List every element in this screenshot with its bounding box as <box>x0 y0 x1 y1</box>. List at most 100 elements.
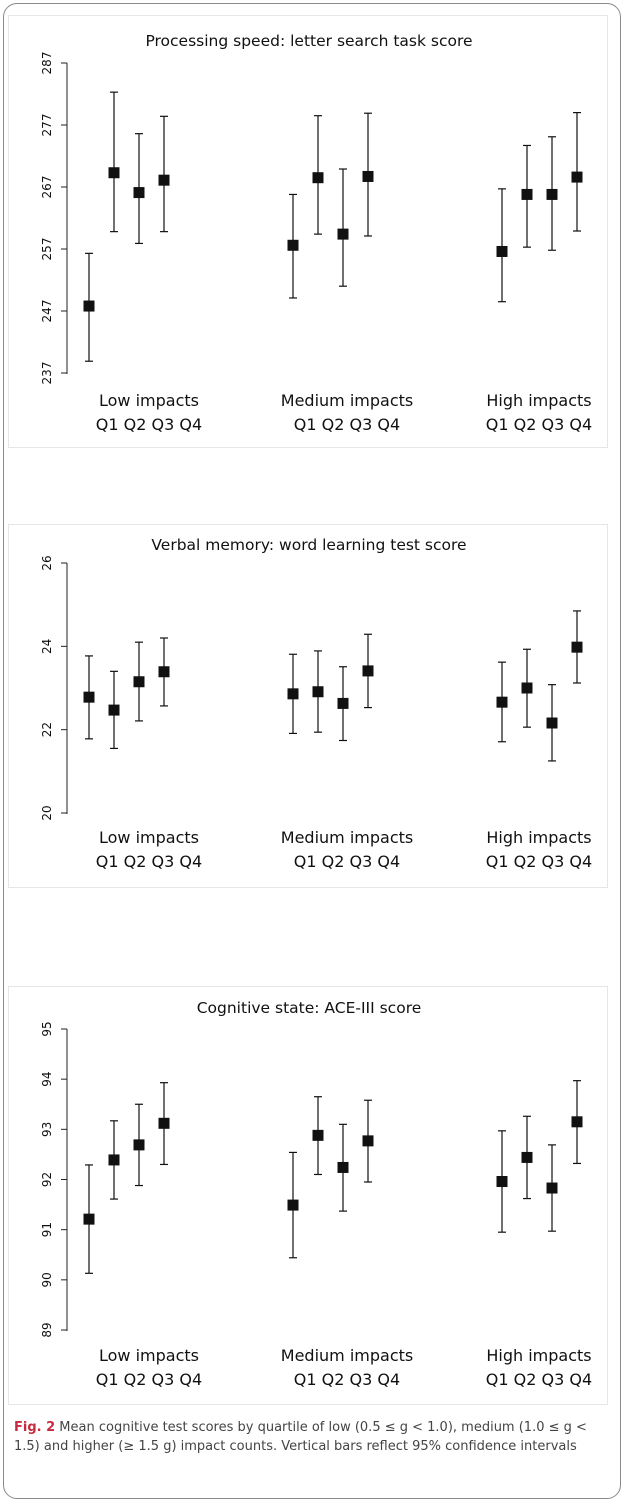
y-tick-label: 257 <box>40 238 54 261</box>
chart-title: Processing speed: letter search task sco… <box>145 32 473 50</box>
quartile-label-q2: Q2 <box>123 852 147 871</box>
data-point <box>108 670 120 750</box>
y-tick-label: 26 <box>40 555 54 570</box>
mean-marker <box>571 641 583 653</box>
quartile-label-q2: Q2 <box>513 852 537 871</box>
data-point <box>287 193 299 299</box>
mean-marker <box>83 691 95 703</box>
caption-label: Fig. 2 <box>14 1420 56 1435</box>
quartile-label-q1: Q1 <box>485 852 509 871</box>
group-label-low: Low impacts <box>99 391 199 410</box>
y-tick-label: 93 <box>40 1122 54 1137</box>
data-point <box>362 633 374 709</box>
y-tick-label: 247 <box>40 300 54 323</box>
y-tick-label: 24 <box>40 639 54 654</box>
panel-processing-speed: Processing speed: letter search task sco… <box>8 15 608 448</box>
quartile-label-q1: Q1 <box>95 1370 119 1389</box>
mean-marker <box>312 1129 324 1141</box>
quartile-labels-low: Q1 Q2 Q3 Q4 <box>74 851 224 873</box>
group-label-high: High impacts <box>486 828 592 847</box>
quartile-label-q3: Q3 <box>151 1370 175 1389</box>
data-point <box>337 168 349 287</box>
quartile-label-q3: Q3 <box>349 415 373 434</box>
y-tick-label: 94 <box>40 1072 54 1087</box>
data-point <box>496 188 508 303</box>
quartile-label-q1: Q1 <box>485 415 509 434</box>
data-point <box>158 637 170 707</box>
quartile-label-q2: Q2 <box>321 415 345 434</box>
chart-title: Cognitive state: ACE-III score <box>196 999 422 1017</box>
mean-marker <box>546 1182 558 1194</box>
mean-marker <box>571 171 583 183</box>
mean-marker <box>521 682 533 694</box>
mean-marker <box>521 1151 533 1163</box>
quartile-label-q3: Q3 <box>151 852 175 871</box>
quartile-label-q3: Q3 <box>541 415 565 434</box>
mean-marker <box>158 1117 170 1129</box>
mean-marker <box>571 1116 583 1128</box>
y-tick-label: 287 <box>40 52 54 75</box>
mean-marker <box>83 1213 95 1225</box>
data-point <box>571 610 583 684</box>
mean-marker <box>546 717 558 729</box>
data-point <box>287 1151 299 1259</box>
group-label-medium: Medium impacts <box>280 828 414 847</box>
data-point <box>521 648 533 728</box>
mean-marker <box>287 688 299 700</box>
data-point <box>521 144 533 248</box>
chart-verbal-memory: 20 22 24 26 <box>40 555 583 821</box>
quartile-label-q1: Q1 <box>485 1370 509 1389</box>
data-point <box>133 1103 145 1187</box>
group-label-high: High impacts <box>486 391 592 410</box>
quartile-label-q1: Q1 <box>293 1370 317 1389</box>
quartile-label-q1: Q1 <box>95 852 119 871</box>
y-tick-label: 91 <box>40 1222 54 1237</box>
quartile-label-q4: Q4 <box>179 852 203 871</box>
quartile-label-q4: Q4 <box>569 1370 593 1389</box>
quartile-labels-medium: Q1 Q2 Q3 Q4 <box>257 414 437 436</box>
quartile-label-q4: Q4 <box>377 852 401 871</box>
quartile-label-q2: Q2 <box>123 1370 147 1389</box>
y-tick-label: 92 <box>40 1172 54 1187</box>
quartile-label-q4: Q4 <box>179 415 203 434</box>
group-label-medium: Medium impacts <box>280 391 414 410</box>
quartile-labels-high: Q1 Q2 Q3 Q4 <box>464 851 614 873</box>
data-point <box>312 115 324 235</box>
figure-frame <box>3 3 621 1499</box>
quartile-label-q3: Q3 <box>541 1370 565 1389</box>
data-point <box>337 666 349 742</box>
quartile-label-q1: Q1 <box>293 415 317 434</box>
data-point <box>312 1096 324 1176</box>
y-tick-label: 22 <box>40 722 54 737</box>
mean-marker <box>362 665 374 677</box>
quartile-label-q3: Q3 <box>349 852 373 871</box>
mean-marker <box>362 170 374 182</box>
quartile-label-q3: Q3 <box>151 415 175 434</box>
mean-marker <box>287 239 299 251</box>
quartile-label-q1: Q1 <box>293 852 317 871</box>
chart-processing-speed: 237 247 257 267 277 287 <box>40 52 583 385</box>
group-label-medium: Medium impacts <box>280 1346 414 1365</box>
mean-marker <box>133 187 145 199</box>
mean-marker <box>312 172 324 184</box>
caption-text: Mean cognitive test scores by quartile o… <box>14 1420 587 1454</box>
chart-title: Verbal memory: word learning test score <box>151 536 467 554</box>
mean-marker <box>108 704 120 716</box>
quartile-label-q4: Q4 <box>377 415 401 434</box>
group-label-low: Low impacts <box>99 828 199 847</box>
data-point <box>521 1115 533 1200</box>
mean-marker <box>108 167 120 179</box>
y-tick-label: 90 <box>40 1272 54 1287</box>
mean-marker <box>496 696 508 708</box>
data-point <box>83 655 95 740</box>
y-tick-label: 237 <box>40 362 54 385</box>
mean-marker <box>362 1135 374 1147</box>
mean-marker <box>337 697 349 709</box>
quartile-labels-high: Q1 Q2 Q3 Q4 <box>464 1369 614 1391</box>
mean-marker <box>312 686 324 698</box>
mean-marker <box>133 676 145 688</box>
quartile-label-q3: Q3 <box>541 852 565 871</box>
mean-marker <box>546 188 558 200</box>
mean-marker <box>108 1154 120 1166</box>
data-point <box>133 641 145 722</box>
